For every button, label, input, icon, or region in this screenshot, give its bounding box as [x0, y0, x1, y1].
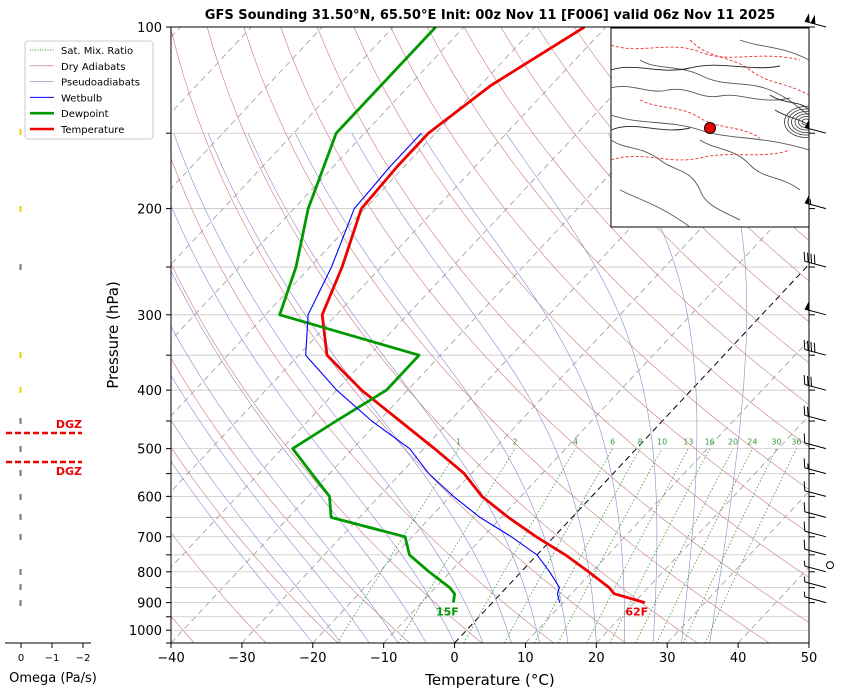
- mixing-ratio-label: 30: [771, 438, 781, 447]
- x-tick-label: −40: [157, 651, 184, 666]
- dgz-label: DGZ: [56, 418, 82, 431]
- omega-bar: [20, 387, 22, 393]
- mixing-ratio-label: 8: [638, 438, 643, 447]
- surface-temperature-label: 62F: [625, 606, 648, 619]
- omega-bar: [20, 569, 22, 575]
- y-tick-label: 500: [137, 443, 162, 458]
- mixing-ratio-label: 6: [610, 438, 615, 447]
- surface-map-inset: [611, 28, 828, 227]
- omega-tick-label: −2: [76, 653, 91, 664]
- x-tick-label: 20: [588, 651, 605, 666]
- barb-calm: [827, 562, 834, 569]
- legend-label: Pseudoadiabats: [61, 78, 140, 89]
- omega-bar: [20, 418, 22, 424]
- surface-dewpoint-label: 15F: [436, 606, 459, 619]
- mixing-ratio-label: 16: [705, 438, 715, 447]
- legend-label: Dry Adiabats: [61, 62, 125, 73]
- x-tick-label: 0: [450, 651, 458, 666]
- mixing-ratio-label: 10: [657, 438, 667, 447]
- y-tick-label: 200: [137, 203, 162, 218]
- omega-bar: [20, 584, 22, 590]
- y-tick-label: 100: [137, 21, 162, 36]
- legend-label: Sat. Mix. Ratio: [61, 46, 133, 57]
- mixing-ratio-label: 2: [512, 438, 517, 447]
- y-tick-label: 900: [137, 597, 162, 612]
- x-axis-label: Temperature (°C): [424, 671, 554, 689]
- omega-bar: [20, 514, 22, 520]
- omega-tick-label: 0: [18, 653, 24, 664]
- legend-label: Wetbulb: [61, 93, 102, 104]
- dgz-label: DGZ: [56, 465, 82, 478]
- omega-bar: [20, 129, 22, 135]
- map-location-marker: [705, 123, 716, 134]
- omega-axis-label: Omega (Pa/s): [9, 671, 97, 686]
- omega-tick-label: −1: [45, 653, 60, 664]
- y-axis-label: Pressure (hPa): [104, 281, 122, 389]
- mixing-ratio-label: 20: [728, 438, 738, 447]
- omega-bar: [20, 264, 22, 270]
- omega-bar: [20, 600, 22, 606]
- y-tick-label: 300: [137, 309, 162, 324]
- x-tick-label: 30: [659, 651, 676, 666]
- omega-bar: [20, 446, 22, 452]
- legend: Sat. Mix. Ratio Dry Adiabats Pseudoadiabat…: [25, 41, 153, 139]
- x-tick-label: −10: [370, 651, 397, 666]
- mixing-ratio-label: 24: [747, 438, 757, 447]
- x-tick-label: 10: [517, 651, 534, 666]
- x-tick-label: −30: [228, 651, 255, 666]
- y-tick-label: 800: [137, 566, 162, 581]
- x-tick-label: −20: [299, 651, 326, 666]
- y-tick-label: 600: [137, 490, 162, 505]
- omega-bar: [20, 494, 22, 500]
- omega-bar: [20, 470, 22, 476]
- chart-title: GFS Sounding 31.50°N, 65.50°E Init: 00z …: [205, 8, 775, 23]
- mixing-ratio-label: 36: [791, 438, 801, 447]
- omega-bar: [20, 534, 22, 540]
- x-tick-label: 50: [801, 651, 818, 666]
- y-tick-label: 400: [137, 384, 162, 399]
- x-tick-label: 40: [730, 651, 747, 666]
- omega-bar: [20, 206, 22, 212]
- y-tick-label: 700: [137, 531, 162, 546]
- legend-label: Temperature: [60, 125, 124, 136]
- mixing-ratio-label: 13: [683, 438, 693, 447]
- y-tick-label: 1000: [129, 624, 162, 639]
- omega-bar: [20, 352, 22, 358]
- mixing-ratio-label: 1: [456, 438, 461, 447]
- legend-label: Dewpoint: [61, 109, 109, 120]
- mixing-ratio-label: 4: [573, 438, 578, 447]
